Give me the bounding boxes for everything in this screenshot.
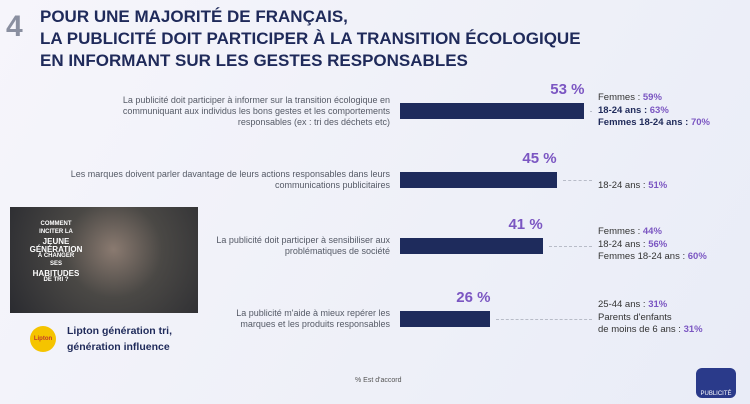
overlay-text: DE TRI ? <box>43 277 69 283</box>
note-value: 44% <box>642 226 662 237</box>
video-thumbnail[interactable]: COMMENT INCITER LA JEUNE GÉNÉRATION À CHANGE… <box>10 207 198 313</box>
note: Femmes 18-24 ans : 60% <box>598 251 707 262</box>
note-label: 18-24 ans : <box>598 104 648 116</box>
connector <box>562 180 592 181</box>
value-label: 41 % <box>508 216 543 233</box>
note: Femmes 18-24 ans : 70% <box>598 117 710 128</box>
value-label: 45 % <box>522 150 557 167</box>
note-label: de moins de 6 ans : <box>598 324 681 335</box>
note-label: Parents d'enfants <box>598 311 672 323</box>
note: Femmes : 44% <box>598 226 662 237</box>
value-label: 26 % <box>456 289 491 306</box>
note-label: 18-24 ans : <box>598 180 646 191</box>
title-line: EN INFORMANT SUR LES GESTES RESPONSABLES <box>40 51 468 70</box>
note-value: 31% <box>648 299 668 310</box>
value-label: 53 % <box>550 81 585 98</box>
note: Femmes : 59% <box>598 92 662 103</box>
overlay-text: JEUNE <box>42 237 70 246</box>
note-label: Femmes 18-24 ans : <box>598 117 689 128</box>
note: 25-44 ans : 31% <box>598 299 667 310</box>
title-line: POUR UNE MAJORITÉ DE FRANÇAIS, <box>40 7 348 26</box>
category-label: La publicité doit participer à sensibili… <box>216 235 390 256</box>
note: 18-24 ans : 63% <box>598 105 669 116</box>
note-label: 25-44 ans : <box>598 299 646 310</box>
slide-number: 4 <box>6 10 23 43</box>
overlay-text: INCITER LA <box>39 229 73 235</box>
bar <box>400 311 491 327</box>
title-line: LA PUBLICITÉ DOIT PARTICIPER À LA TRANSI… <box>40 29 581 48</box>
note: de moins de 6 ans : 31% <box>598 324 703 335</box>
note-value: 70% <box>690 117 710 128</box>
note-value: 56% <box>648 238 668 250</box>
brand-logo: Lipton <box>30 326 56 352</box>
note-value: 63% <box>649 104 669 116</box>
bar <box>400 238 543 254</box>
note-label: Femmes : <box>598 226 641 237</box>
note-value: 31% <box>683 324 703 335</box>
logo: PUBLICITÉ <box>696 368 736 398</box>
note-label: Femmes : <box>598 92 641 103</box>
footnote: % Est d'accord <box>355 377 402 384</box>
caption: Lipton génération tri, <box>67 325 172 337</box>
note: 18-24 ans : 51% <box>598 180 667 191</box>
note-value: 51% <box>648 180 668 191</box>
category-label: La publicité doit participer à informer … <box>122 94 390 127</box>
category-label: Les marques doivent parler davantage de … <box>70 169 390 190</box>
overlay-text: GÉNÉRATION <box>29 245 83 254</box>
note-value: 59% <box>642 92 662 103</box>
overlay-text: COMMENT <box>40 221 72 227</box>
note: 18-24 ans : 56% <box>598 239 667 250</box>
connector <box>590 111 592 112</box>
overlay-text: HABITUDES <box>32 269 80 278</box>
category-label: La publicité m'aide à mieux repérer les … <box>236 308 390 329</box>
note-label: Femmes 18-24 ans : <box>598 251 686 262</box>
overlay-text: SES <box>49 261 62 267</box>
bar <box>400 172 557 188</box>
note-value: 60% <box>687 251 707 262</box>
overlay-text: À CHANGER <box>37 253 75 259</box>
connector <box>548 246 592 247</box>
bar <box>400 103 585 119</box>
caption: génération influence <box>67 341 170 353</box>
note: Parents d'enfants <box>598 312 672 323</box>
note-label: 18-24 ans : <box>598 238 646 250</box>
connector <box>496 319 592 320</box>
